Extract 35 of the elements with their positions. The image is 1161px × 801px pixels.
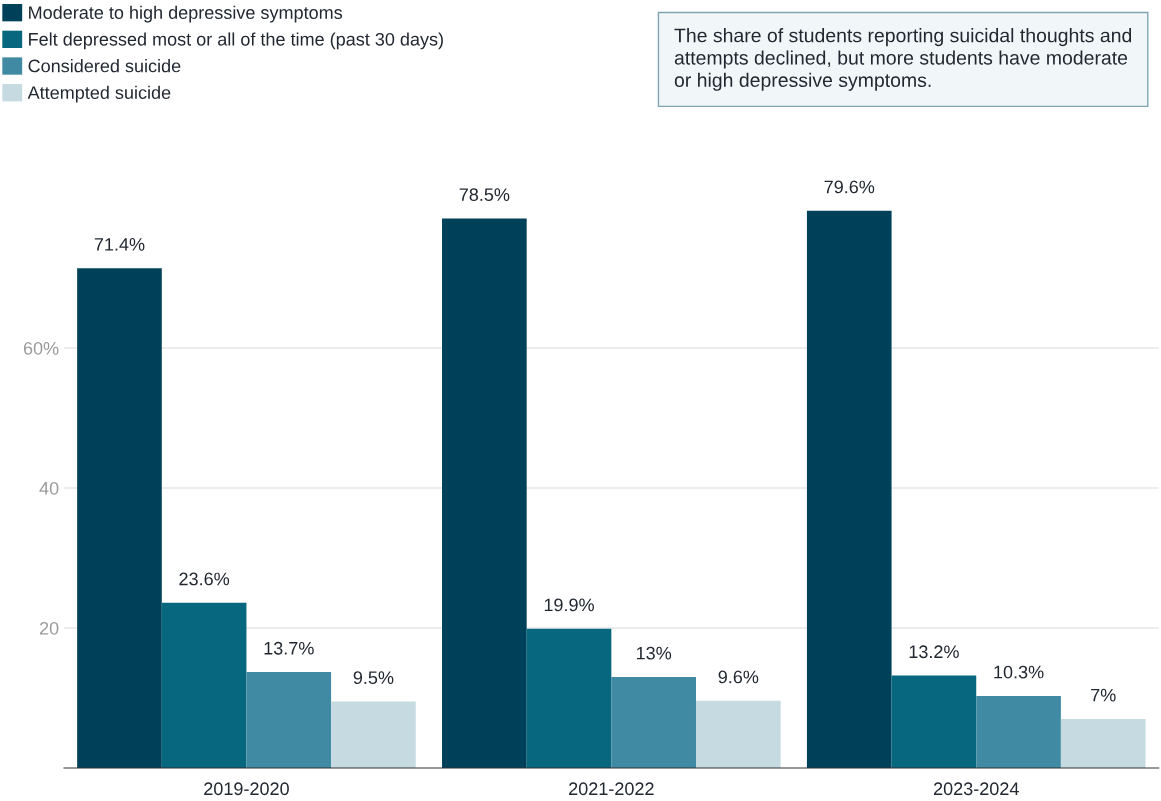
data-label: 9.6%	[718, 670, 759, 684]
legend-label: Felt depressed most or all of the time (past 30 days)	[29, 32, 443, 50]
legend-label: Moderate to high depressive symptoms	[29, 5, 343, 23]
x-tick-label: 2021-2022	[569, 782, 654, 796]
bar	[442, 218, 527, 768]
bar	[246, 672, 332, 768]
bar	[526, 628, 612, 768]
bar	[891, 675, 977, 768]
data-label: 13.7%	[264, 641, 314, 655]
bar	[806, 210, 892, 768]
x-tick-label: 2023-2024	[933, 782, 1019, 796]
bar	[695, 700, 781, 768]
data-label: 7%	[1091, 688, 1116, 702]
bar	[611, 677, 696, 768]
data-label: 9.5%	[353, 671, 394, 685]
bar	[331, 701, 416, 768]
x-tick-label: 2019-2020	[204, 782, 289, 796]
data-label: 79.6%	[824, 180, 875, 194]
y-tick-label: 20	[39, 621, 59, 635]
y-tick-label: 60%	[23, 341, 59, 355]
data-label: 78.5%	[459, 188, 510, 202]
y-tick-label: 40	[39, 481, 59, 495]
bar	[1060, 719, 1146, 768]
bar	[976, 695, 1061, 768]
data-label: 13%	[636, 646, 672, 660]
data-label: 13.2%	[909, 645, 959, 659]
data-label: 71.4%	[94, 238, 145, 251]
text: The share of students reporting suicidal thoughts and attempts declined, but more students have moderate or high depressive symptoms.	[674, 28, 1132, 91]
data-label: 19.9%	[544, 598, 594, 612]
data-label: 10.3%	[994, 665, 1044, 679]
bar	[77, 268, 162, 768]
bar	[161, 602, 247, 768]
legend-label: Considered suicide	[28, 59, 181, 73]
legend-label: Attempted suicide	[27, 85, 171, 103]
data-label: 23.6%	[179, 572, 230, 586]
